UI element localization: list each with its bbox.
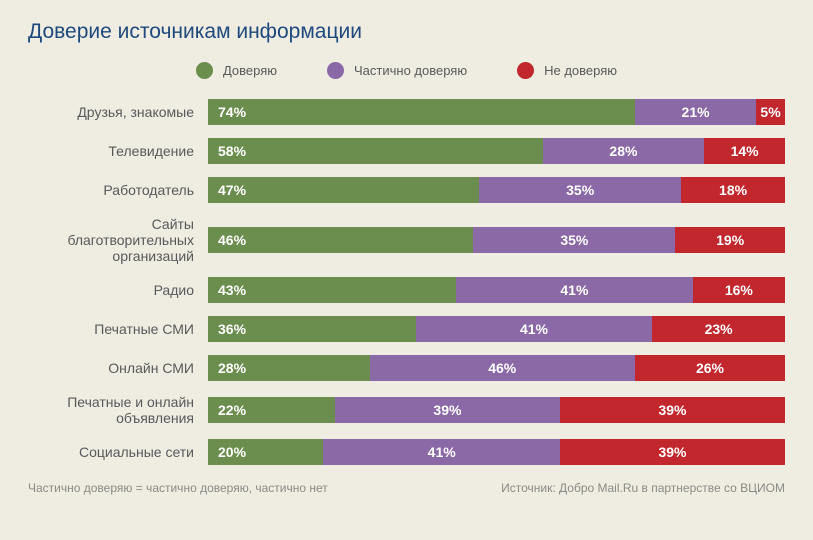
bar: 36%41%23% — [208, 316, 785, 342]
bar: 43%41%16% — [208, 277, 785, 303]
legend-item: Доверяю — [196, 62, 277, 79]
footnote-left: Частично доверяю = частично доверяю, час… — [28, 481, 328, 495]
legend-item: Не доверяю — [517, 62, 617, 79]
bar-segment: 36% — [208, 316, 416, 342]
row-label: Работодатель — [28, 182, 208, 198]
legend: Доверяю Частично доверяю Не доверяю — [28, 62, 785, 79]
bar-segment: 5% — [756, 99, 785, 125]
bar-segment: 19% — [675, 227, 785, 253]
legend-item: Частично доверяю — [327, 62, 467, 79]
bar: 47%35%18% — [208, 177, 785, 203]
bar: 20%41%39% — [208, 439, 785, 465]
row-label: Печатные СМИ — [28, 321, 208, 337]
legend-label: Доверяю — [223, 63, 277, 78]
bar-segment: 41% — [323, 439, 560, 465]
chart-row: Друзья, знакомые74%21%5% — [28, 99, 785, 125]
legend-swatch-icon — [327, 62, 344, 79]
footnote-right: Источник: Добро Mail.Ru в партнерстве со… — [501, 481, 785, 495]
bar-segment: 20% — [208, 439, 323, 465]
bar-segment: 22% — [208, 397, 335, 423]
bar-segment: 74% — [208, 99, 635, 125]
bar-segment: 28% — [543, 138, 705, 164]
bar-segment: 35% — [473, 227, 675, 253]
bar-segment: 18% — [681, 177, 785, 203]
bar-segment: 26% — [635, 355, 785, 381]
bar-segment: 23% — [652, 316, 785, 342]
bar-segment: 41% — [416, 316, 653, 342]
bar-segment: 47% — [208, 177, 479, 203]
bar-segment: 16% — [693, 277, 785, 303]
chart-row: Печатные СМИ36%41%23% — [28, 316, 785, 342]
legend-swatch-icon — [196, 62, 213, 79]
row-label: Телевидение — [28, 143, 208, 159]
bar-segment: 46% — [208, 227, 473, 253]
chart-row: Работодатель47%35%18% — [28, 177, 785, 203]
row-label: Онлайн СМИ — [28, 360, 208, 376]
row-label: Друзья, знакомые — [28, 104, 208, 120]
row-label: Печатные и онлайн объявления — [28, 394, 208, 426]
bar: 46%35%19% — [208, 227, 785, 253]
page-root: Доверие источникам информации Доверяю Час… — [0, 0, 813, 540]
footnotes: Частично доверяю = частично доверяю, час… — [28, 481, 785, 495]
chart-row: Радио43%41%16% — [28, 277, 785, 303]
row-label: Сайты благотворительных организаций — [28, 216, 208, 264]
legend-label: Частично доверяю — [354, 63, 467, 78]
bar: 28%46%26% — [208, 355, 785, 381]
chart-title: Доверие источникам информации — [28, 20, 785, 44]
bar-segment: 21% — [635, 99, 756, 125]
row-label: Социальные сети — [28, 444, 208, 460]
chart-row: Телевидение58%28%14% — [28, 138, 785, 164]
bar-segment: 41% — [456, 277, 693, 303]
bar: 74%21%5% — [208, 99, 785, 125]
chart-row: Социальные сети20%41%39% — [28, 439, 785, 465]
row-label: Радио — [28, 282, 208, 298]
legend-label: Не доверяю — [544, 63, 617, 78]
stacked-bar-chart: Друзья, знакомые74%21%5%Телевидение58%28… — [28, 99, 785, 465]
bar: 58%28%14% — [208, 138, 785, 164]
bar-segment: 43% — [208, 277, 456, 303]
chart-row: Онлайн СМИ28%46%26% — [28, 355, 785, 381]
bar: 22%39%39% — [208, 397, 785, 423]
bar-segment: 35% — [479, 177, 681, 203]
bar-segment: 39% — [335, 397, 560, 423]
bar-segment: 39% — [560, 439, 785, 465]
bar-segment: 14% — [704, 138, 785, 164]
bar-segment: 28% — [208, 355, 370, 381]
chart-row: Печатные и онлайн объявления22%39%39% — [28, 394, 785, 426]
chart-row: Сайты благотворительных организаций46%35… — [28, 216, 785, 264]
bar-segment: 58% — [208, 138, 543, 164]
bar-segment: 39% — [560, 397, 785, 423]
bar-segment: 46% — [370, 355, 635, 381]
legend-swatch-icon — [517, 62, 534, 79]
